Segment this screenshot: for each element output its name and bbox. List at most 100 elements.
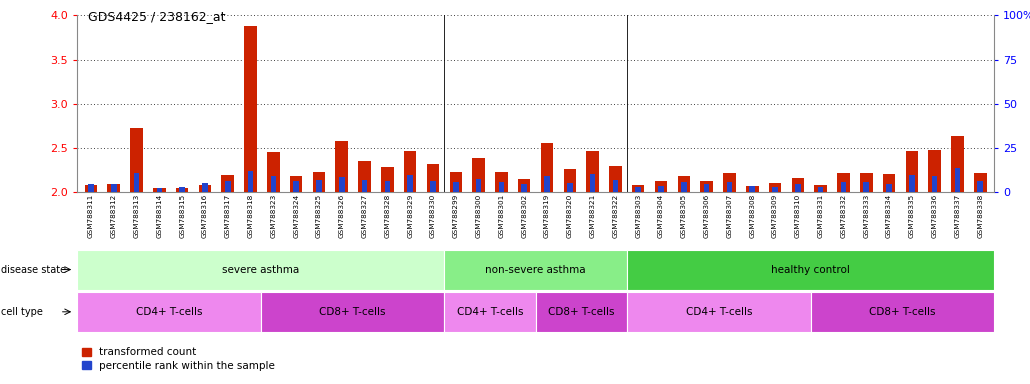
- Bar: [837, 172, 850, 192]
- Bar: [404, 151, 416, 192]
- Bar: [563, 169, 576, 192]
- Bar: [221, 175, 234, 192]
- Bar: [384, 180, 390, 192]
- Bar: [951, 136, 964, 192]
- Bar: [655, 181, 667, 192]
- Bar: [955, 168, 960, 192]
- Bar: [792, 178, 804, 192]
- Text: disease state: disease state: [1, 265, 66, 275]
- Bar: [746, 186, 758, 192]
- Bar: [750, 186, 755, 192]
- Bar: [863, 182, 869, 192]
- Bar: [444, 292, 536, 332]
- Bar: [590, 174, 595, 192]
- Bar: [518, 179, 530, 192]
- Bar: [932, 176, 937, 192]
- Bar: [860, 172, 872, 192]
- Bar: [495, 172, 508, 192]
- Bar: [544, 176, 550, 192]
- Bar: [407, 175, 413, 192]
- Bar: [179, 187, 185, 192]
- Bar: [426, 164, 439, 192]
- Bar: [444, 250, 627, 290]
- Text: CD8+ T-cells: CD8+ T-cells: [869, 307, 935, 317]
- Bar: [313, 172, 325, 192]
- Text: GDS4425 / 238162_at: GDS4425 / 238162_at: [88, 10, 225, 23]
- Bar: [700, 180, 713, 192]
- Text: non-severe asthma: non-severe asthma: [485, 265, 586, 275]
- Bar: [267, 152, 279, 192]
- Bar: [627, 292, 811, 332]
- Text: CD8+ T-cells: CD8+ T-cells: [548, 307, 615, 317]
- Text: CD4+ T-cells: CD4+ T-cells: [686, 307, 752, 317]
- Text: cell type: cell type: [1, 307, 43, 317]
- Bar: [840, 182, 847, 192]
- Bar: [453, 182, 458, 192]
- Bar: [678, 176, 690, 192]
- Bar: [905, 151, 918, 192]
- Bar: [613, 180, 618, 192]
- Bar: [726, 182, 732, 192]
- Text: severe asthma: severe asthma: [222, 265, 300, 275]
- Bar: [795, 184, 800, 192]
- Bar: [541, 144, 553, 192]
- Bar: [768, 183, 782, 192]
- Text: CD4+ T-cells: CD4+ T-cells: [136, 307, 202, 317]
- Bar: [476, 179, 481, 192]
- Bar: [473, 157, 485, 192]
- Bar: [632, 185, 645, 192]
- Bar: [316, 180, 321, 192]
- Bar: [627, 250, 994, 290]
- Bar: [636, 187, 641, 192]
- Bar: [681, 182, 687, 192]
- Bar: [772, 187, 778, 192]
- Bar: [202, 183, 208, 192]
- Bar: [818, 187, 823, 192]
- Bar: [811, 292, 994, 332]
- Bar: [130, 128, 143, 192]
- Bar: [566, 183, 573, 192]
- Bar: [77, 250, 444, 290]
- Bar: [449, 172, 462, 192]
- Bar: [157, 188, 162, 192]
- Bar: [977, 180, 983, 192]
- Bar: [703, 184, 710, 192]
- Bar: [294, 180, 299, 192]
- Bar: [362, 180, 368, 192]
- Bar: [886, 184, 892, 192]
- Bar: [431, 180, 436, 192]
- Bar: [89, 184, 94, 192]
- Bar: [244, 26, 256, 192]
- Bar: [658, 186, 664, 192]
- Bar: [928, 151, 941, 192]
- Bar: [271, 176, 276, 192]
- Bar: [609, 166, 622, 192]
- Bar: [723, 172, 735, 192]
- Bar: [381, 167, 393, 192]
- Bar: [153, 189, 166, 192]
- Text: healthy control: healthy control: [771, 265, 850, 275]
- Bar: [111, 184, 116, 192]
- Bar: [336, 141, 348, 192]
- Bar: [84, 185, 97, 192]
- Text: CD4+ T-cells: CD4+ T-cells: [456, 307, 523, 317]
- Bar: [815, 185, 827, 192]
- Bar: [176, 188, 188, 192]
- Bar: [248, 171, 253, 192]
- Bar: [107, 184, 121, 192]
- Bar: [261, 292, 444, 332]
- Bar: [521, 184, 527, 192]
- Bar: [225, 180, 231, 192]
- Text: CD8+ T-cells: CD8+ T-cells: [319, 307, 385, 317]
- Bar: [134, 172, 139, 192]
- Bar: [974, 174, 987, 192]
- Bar: [499, 182, 505, 192]
- Bar: [289, 176, 303, 192]
- Bar: [586, 151, 598, 192]
- Bar: [77, 292, 261, 332]
- Bar: [339, 177, 345, 192]
- Bar: [909, 175, 915, 192]
- Bar: [358, 161, 371, 192]
- Bar: [536, 292, 627, 332]
- Bar: [199, 185, 211, 192]
